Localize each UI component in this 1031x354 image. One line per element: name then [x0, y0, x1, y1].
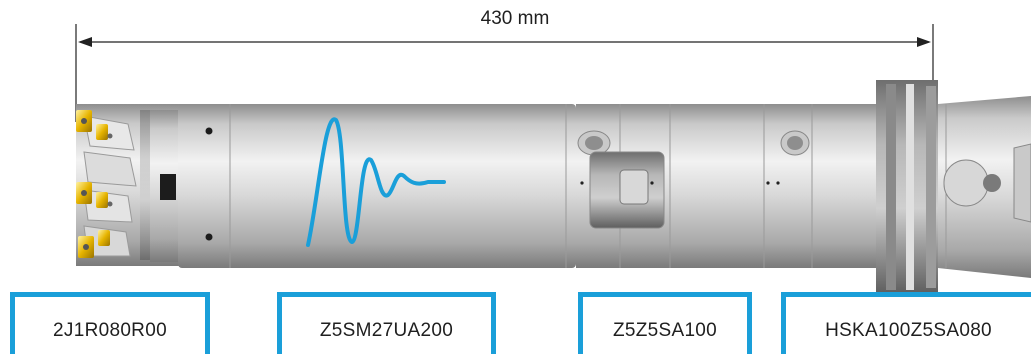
component-label-cutter: 2J1R080R00: [10, 292, 210, 354]
damped-adapter: [178, 104, 576, 268]
cutting-insert: [96, 192, 108, 208]
dimension-arrow-left-icon: [78, 37, 92, 47]
cutting-insert: [98, 230, 110, 246]
dimension-arrow-right-icon: [917, 37, 931, 47]
overall-length-label: 430 mm: [480, 8, 550, 29]
cutting-insert: [96, 124, 108, 140]
component-label-hsk-adapter: HSKA100Z5SA080: [781, 292, 1031, 354]
extension-adapter: [576, 104, 776, 268]
component-label-extension: Z5Z5SA100: [578, 292, 752, 354]
component-label-damped-adapter: Z5SM27UA200: [277, 292, 496, 354]
vibration-damping-wave-icon: [306, 117, 446, 247]
hsk-adapter: [766, 80, 1031, 294]
